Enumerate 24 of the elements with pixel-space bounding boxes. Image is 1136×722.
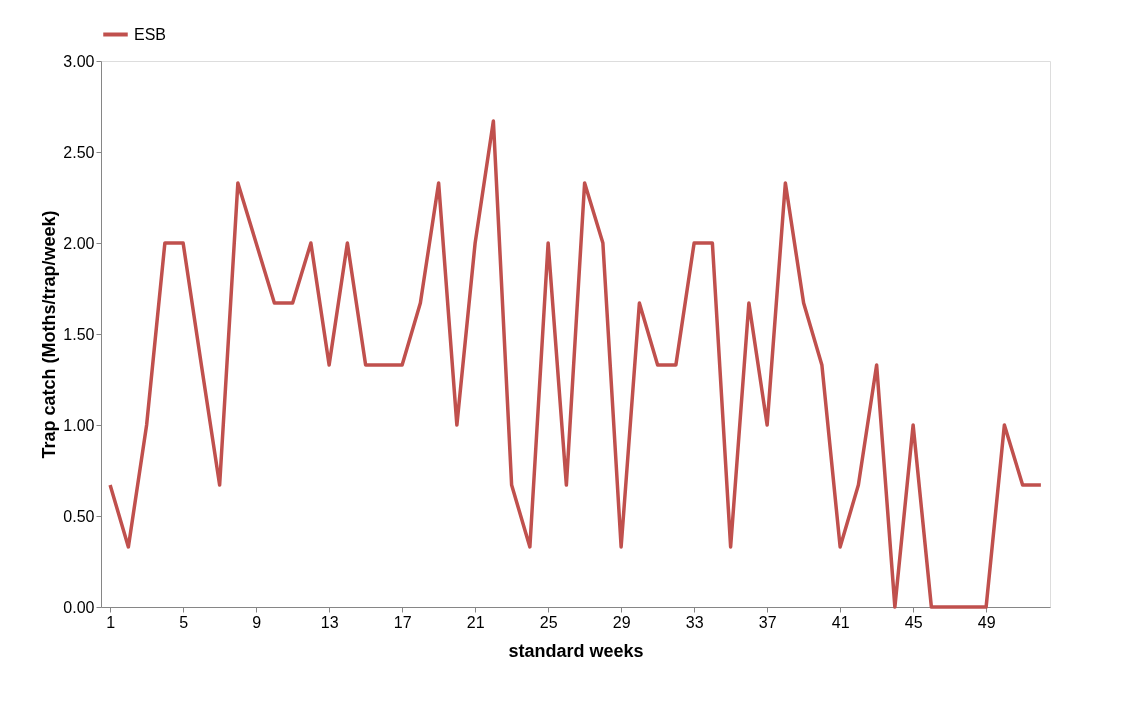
x-tick-label: 13 — [320, 613, 339, 631]
y-tick-label: 2.50 — [63, 143, 95, 161]
y-tick-label: 0.50 — [63, 507, 95, 525]
y-tick-label: 0.00 — [63, 598, 95, 616]
x-tick-label: 9 — [252, 613, 262, 631]
x-tick-label: 45 — [904, 613, 923, 631]
x-tick-label: 33 — [685, 613, 704, 631]
y-tick-label: 1.00 — [63, 416, 95, 434]
y-tick-label: 2.00 — [63, 234, 95, 252]
y-tick-label: 1.50 — [63, 325, 95, 343]
x-tick-label: 5 — [179, 613, 189, 631]
x-tick-label: 29 — [612, 613, 631, 631]
x-axis-title: standard weeks — [508, 640, 644, 661]
x-tick-label: 25 — [539, 613, 558, 631]
x-tick-label: 1 — [106, 613, 116, 631]
x-tick-label: 41 — [831, 613, 850, 631]
x-tick-label: 37 — [758, 613, 777, 631]
y-tick-label: 3.00 — [63, 52, 95, 70]
x-tick-label: 21 — [466, 613, 485, 631]
legend-label: ESB — [134, 25, 167, 43]
line-series — [108, 119, 1043, 609]
x-tick-label: 17 — [393, 613, 412, 631]
x-tick-label: 49 — [977, 613, 996, 631]
y-axis-title: Trap catch (Moths/trap/week) — [39, 210, 60, 459]
